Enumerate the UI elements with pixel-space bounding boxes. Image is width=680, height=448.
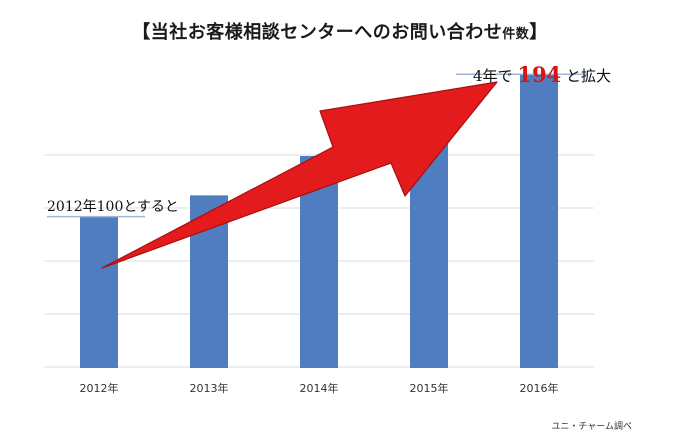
category-label: 2015年 (410, 381, 449, 395)
annotation-end-value: 194 (517, 62, 562, 87)
chart-title-close: 】 (529, 22, 548, 43)
chart-title-main: 【当社お客様相談センターへのお問い合わせ (132, 22, 503, 43)
category-label: 2012年 (80, 381, 119, 395)
bar (80, 216, 118, 368)
growth-arrow (101, 81, 498, 269)
annotation-end-suffix: と拡大 (565, 67, 611, 85)
source-note: ユニ・チャーム調べ (551, 422, 632, 432)
annotation-start: 2012年100とすると (47, 199, 179, 215)
annotation-end-prefix: 4年で (473, 67, 513, 85)
category-label: 2016年 (520, 381, 559, 395)
bar (520, 74, 558, 368)
category-label: 2014年 (300, 381, 339, 395)
chart-title: 【当社お客様相談センターへのお問い合わせ件数】 (0, 18, 680, 44)
annotation-end: 4年で 194 と拡大 (473, 61, 611, 87)
category-label: 2013年 (190, 381, 229, 395)
chart-title-small: 件数 (502, 27, 530, 42)
